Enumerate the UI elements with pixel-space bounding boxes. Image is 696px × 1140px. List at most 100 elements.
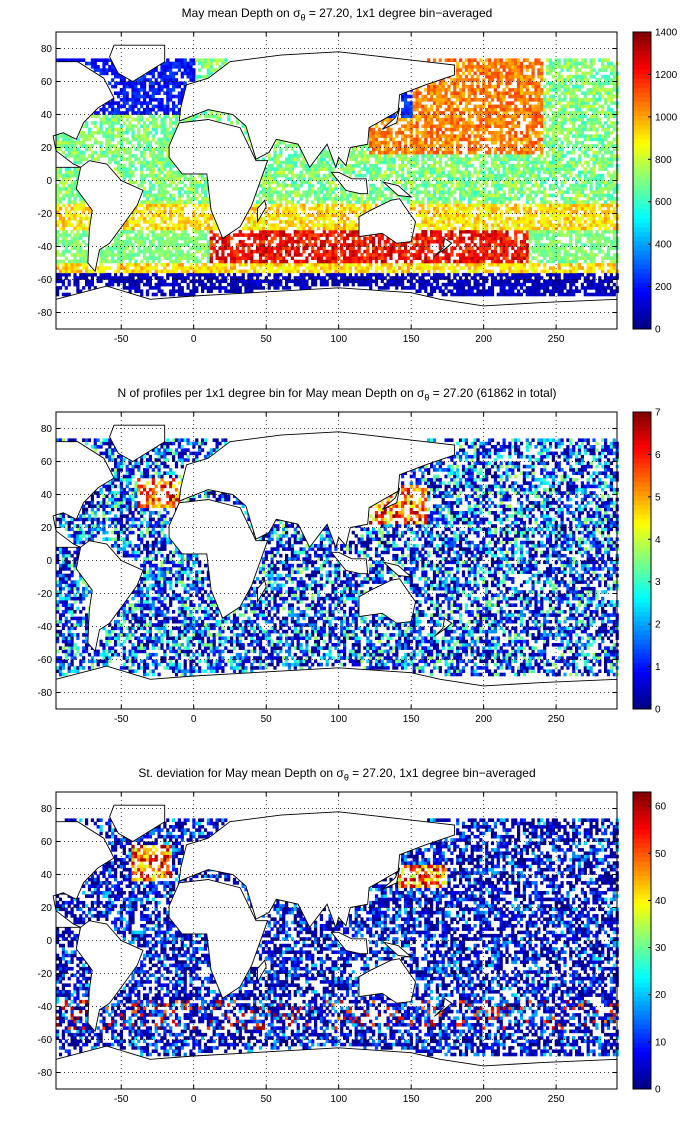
heatmap-cell bbox=[357, 279, 361, 284]
heatmap-cell bbox=[195, 183, 199, 188]
heatmap-cell bbox=[604, 256, 608, 260]
heatmap-cell bbox=[73, 167, 77, 171]
heatmap-cell bbox=[93, 272, 97, 277]
heatmap-cell bbox=[328, 249, 332, 254]
heatmap-cell bbox=[450, 183, 454, 188]
heatmap-cell bbox=[517, 210, 521, 214]
heatmap-cell bbox=[366, 279, 370, 284]
heatmap-cell bbox=[287, 157, 292, 161]
heatmap-cell bbox=[201, 173, 205, 178]
heatmap-cell bbox=[322, 164, 326, 168]
heatmap-cell bbox=[438, 167, 442, 171]
heatmap-cell bbox=[360, 203, 364, 208]
heatmap-cell bbox=[357, 200, 361, 204]
heatmap-cell bbox=[328, 193, 332, 198]
heatmap-cell bbox=[345, 246, 350, 251]
heatmap-cell bbox=[447, 200, 451, 204]
heatmap-cell bbox=[125, 157, 129, 161]
heatmap-cell bbox=[490, 180, 495, 185]
heatmap-cell bbox=[502, 220, 506, 224]
heatmap-cell bbox=[427, 164, 431, 168]
heatmap-cell bbox=[453, 233, 457, 237]
heatmap-cell bbox=[601, 220, 605, 224]
heatmap-cell bbox=[537, 289, 541, 293]
heatmap-cell bbox=[192, 216, 196, 221]
heatmap-cell bbox=[601, 263, 605, 267]
heatmap-cell bbox=[319, 256, 323, 260]
heatmap-cell bbox=[415, 190, 419, 194]
heatmap-cell bbox=[444, 263, 448, 267]
heatmap-cell bbox=[331, 253, 335, 257]
heatmap-cell bbox=[180, 233, 184, 237]
heatmap-cell bbox=[543, 210, 547, 214]
heatmap-cell bbox=[517, 180, 521, 185]
heatmap-cell bbox=[308, 220, 312, 224]
heatmap-cell bbox=[485, 269, 489, 274]
heatmap-cell bbox=[331, 187, 335, 191]
heatmap-cell bbox=[172, 164, 176, 168]
heatmap-cell bbox=[560, 243, 564, 247]
heatmap-cell bbox=[256, 279, 260, 284]
heatmap-cell bbox=[270, 157, 274, 161]
heatmap-cell bbox=[331, 233, 335, 237]
heatmap-cell bbox=[285, 259, 289, 264]
heatmap-cell bbox=[505, 197, 509, 201]
heatmap-cell bbox=[369, 170, 373, 175]
heatmap-cell bbox=[354, 249, 358, 254]
heatmap-cell bbox=[276, 164, 280, 168]
heatmap-cell bbox=[604, 187, 608, 191]
heatmap-cell bbox=[386, 160, 390, 165]
heatmap-cell bbox=[131, 246, 135, 251]
heatmap-cell bbox=[282, 213, 286, 218]
heatmap-cell bbox=[476, 259, 480, 264]
heatmap-cell bbox=[343, 259, 347, 264]
heatmap-cell bbox=[299, 279, 303, 284]
heatmap-cell bbox=[157, 249, 161, 254]
heatmap-cell bbox=[398, 246, 402, 251]
heatmap-cell bbox=[331, 259, 335, 264]
heatmap-cell bbox=[566, 226, 570, 231]
heatmap-cell bbox=[522, 167, 526, 171]
heatmap-cell bbox=[195, 187, 199, 191]
heatmap-cell bbox=[401, 243, 405, 247]
heatmap-cell bbox=[363, 200, 367, 204]
heatmap-cell bbox=[148, 230, 152, 234]
heatmap-cell bbox=[279, 263, 283, 267]
heatmap-cell bbox=[177, 286, 181, 290]
heatmap-cell bbox=[125, 167, 129, 171]
heatmap-cell bbox=[56, 213, 60, 218]
heatmap-cell bbox=[247, 216, 251, 221]
heatmap-cell bbox=[172, 226, 176, 231]
heatmap-cell bbox=[548, 292, 553, 297]
heatmap-cell bbox=[145, 282, 150, 287]
heatmap-cell bbox=[67, 210, 71, 214]
heatmap-cell bbox=[560, 259, 564, 264]
heatmap-cell bbox=[609, 160, 613, 165]
heatmap-cell bbox=[258, 256, 263, 260]
heatmap-cell bbox=[595, 286, 599, 290]
heatmap-cell bbox=[351, 210, 355, 214]
heatmap-cell bbox=[572, 246, 576, 251]
heatmap-cell bbox=[331, 266, 335, 270]
heatmap-cell bbox=[374, 266, 379, 270]
heatmap-cell bbox=[508, 216, 512, 221]
heatmap-cell bbox=[85, 259, 89, 264]
heatmap-cell bbox=[201, 243, 205, 247]
heatmap-cell bbox=[592, 200, 596, 204]
heatmap-cell bbox=[522, 164, 526, 168]
heatmap-cell bbox=[479, 167, 483, 171]
heatmap-cell bbox=[586, 203, 590, 208]
heatmap-cell bbox=[116, 276, 121, 280]
heatmap-cell bbox=[64, 239, 68, 244]
heatmap-cell bbox=[296, 226, 300, 231]
heatmap-cell bbox=[198, 173, 202, 178]
heatmap-cell bbox=[409, 259, 413, 264]
heatmap-cell bbox=[485, 279, 489, 284]
heatmap-cell bbox=[534, 266, 538, 270]
heatmap-cell bbox=[461, 193, 466, 198]
heatmap-cell bbox=[421, 190, 425, 194]
heatmap-cell bbox=[351, 226, 355, 231]
heatmap-cell bbox=[319, 246, 323, 251]
heatmap-cell bbox=[543, 216, 547, 221]
heatmap-cell bbox=[470, 164, 474, 168]
